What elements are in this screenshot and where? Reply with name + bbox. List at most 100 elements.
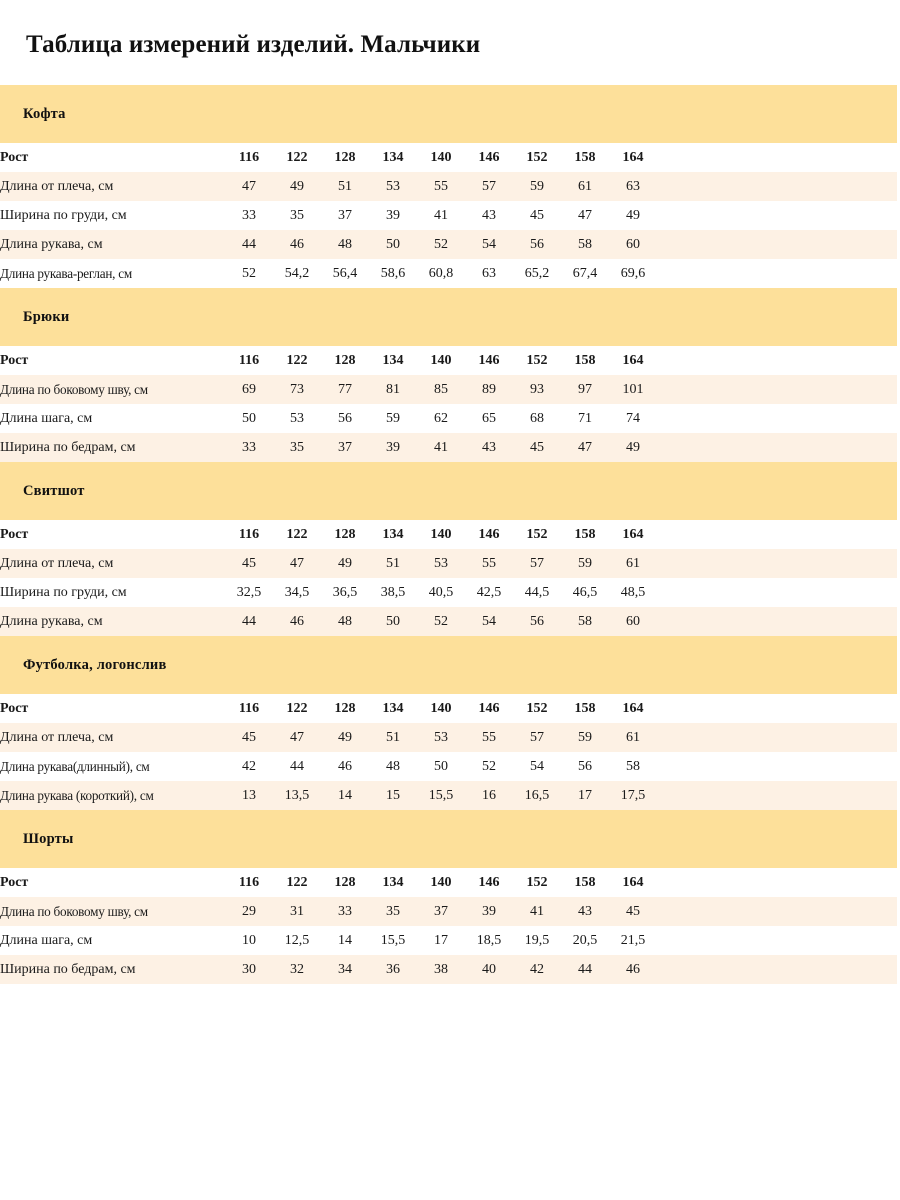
measurement-value: 42 — [225, 752, 273, 781]
measurement-value: 15 — [369, 781, 417, 810]
measurement-label: Ширина по бедрам, см — [0, 433, 225, 462]
size-header-cell: 146 — [465, 694, 513, 723]
measurement-value: 35 — [273, 433, 321, 462]
measurement-value: 56 — [321, 404, 369, 433]
measurement-value: 68 — [513, 404, 561, 433]
measurement-value: 58 — [609, 752, 657, 781]
size-header-cell: 158 — [561, 346, 609, 375]
measurement-value: 40,5 — [417, 578, 465, 607]
measurement-value: 59 — [369, 404, 417, 433]
row-spacer — [657, 926, 897, 955]
measurement-value: 32,5 — [225, 578, 273, 607]
measurement-label: Ширина по груди, см — [0, 201, 225, 230]
measurement-value: 49 — [273, 172, 321, 201]
measurement-value: 49 — [609, 433, 657, 462]
size-header-label: Рост — [0, 868, 225, 897]
measurement-value: 56 — [513, 607, 561, 636]
measurement-value: 71 — [561, 404, 609, 433]
measurement-value: 63 — [609, 172, 657, 201]
size-header-row: Рост 116 122 128 134 140 146 152 158 164 — [0, 520, 897, 549]
measurement-value: 97 — [561, 375, 609, 404]
measurement-value: 58 — [561, 230, 609, 259]
size-header-cell: 158 — [561, 868, 609, 897]
measurement-label: Длина рукава (короткий), см — [0, 781, 225, 810]
size-header-cell: 158 — [561, 694, 609, 723]
measurement-value: 60 — [609, 607, 657, 636]
size-header-cell: 116 — [225, 346, 273, 375]
size-header-cell: 164 — [609, 346, 657, 375]
size-header-row: Рост 116 122 128 134 140 146 152 158 164 — [0, 694, 897, 723]
size-header-cell: 164 — [609, 868, 657, 897]
measurement-value: 67,4 — [561, 259, 609, 288]
measurement-value: 49 — [321, 549, 369, 578]
table-row: Длина шага, см 10 12,5 14 15,5 17 18,5 19,5 20,5… — [0, 926, 897, 955]
measurement-value: 44 — [273, 752, 321, 781]
table-row: Ширина по груди, см 33 35 37 39 41 43 45 47 49 — [0, 201, 897, 230]
row-spacer — [657, 694, 897, 723]
table-row: Ширина по груди, см 32,5 34,5 36,5 38,5 40,5 4… — [0, 578, 897, 607]
measurement-value: 44 — [225, 230, 273, 259]
size-header-cell: 146 — [465, 868, 513, 897]
size-header-cell: 122 — [273, 143, 321, 172]
measurement-value: 56,4 — [321, 259, 369, 288]
size-header-label: Рост — [0, 346, 225, 375]
measurement-value: 10 — [225, 926, 273, 955]
size-header-cell: 140 — [417, 694, 465, 723]
measurement-value: 38,5 — [369, 578, 417, 607]
measurement-value: 33 — [225, 201, 273, 230]
measurement-value: 69 — [225, 375, 273, 404]
measurement-value: 48,5 — [609, 578, 657, 607]
measurement-value: 39 — [465, 897, 513, 926]
measurement-value: 53 — [273, 404, 321, 433]
row-spacer — [657, 375, 897, 404]
size-header-cell: 158 — [561, 520, 609, 549]
measurement-value: 37 — [417, 897, 465, 926]
size-header-cell: 116 — [225, 143, 273, 172]
measurement-value: 85 — [417, 375, 465, 404]
row-spacer — [657, 404, 897, 433]
measurement-value: 57 — [465, 172, 513, 201]
measurement-value: 36 — [369, 955, 417, 984]
measurement-value: 54 — [513, 752, 561, 781]
measurement-value: 44 — [225, 607, 273, 636]
measurement-value: 74 — [609, 404, 657, 433]
measurement-section: Брюки Рост 116 122 128 134 140 146 152 158 164 Длин… — [0, 288, 897, 462]
measurement-value: 43 — [465, 201, 513, 230]
size-header-cell: 122 — [273, 346, 321, 375]
measurement-value: 57 — [513, 723, 561, 752]
measurement-value: 51 — [369, 723, 417, 752]
measurement-value: 15,5 — [417, 781, 465, 810]
table-row: Длина рукава (короткий), см 13 13,5 14 15 15,… — [0, 781, 897, 810]
sections-container: Кофта Рост 116 122 128 134 140 146 152 158 164 Длин… — [0, 85, 897, 984]
measurement-value: 59 — [561, 723, 609, 752]
measurement-table: Рост 116 122 128 134 140 146 152 158 164 Длина от … — [0, 520, 897, 636]
measurement-value: 15,5 — [369, 926, 417, 955]
row-spacer — [657, 433, 897, 462]
measurement-value: 36,5 — [321, 578, 369, 607]
section-title: Шорты — [23, 830, 74, 847]
measurement-value: 50 — [225, 404, 273, 433]
table-row: Длина от плеча, см 45 47 49 51 53 55 57 59 61 — [0, 723, 897, 752]
measurement-value: 46 — [321, 752, 369, 781]
measurement-value: 65,2 — [513, 259, 561, 288]
measurement-value: 50 — [369, 230, 417, 259]
measurement-value: 40 — [465, 955, 513, 984]
measurement-value: 42,5 — [465, 578, 513, 607]
measurement-value: 32 — [273, 955, 321, 984]
measurement-value: 61 — [609, 549, 657, 578]
size-header-cell: 128 — [321, 694, 369, 723]
row-spacer — [657, 955, 897, 984]
size-header-cell: 116 — [225, 868, 273, 897]
measurement-value: 31 — [273, 897, 321, 926]
measurement-value: 46 — [609, 955, 657, 984]
measurement-value: 16,5 — [513, 781, 561, 810]
measurement-value: 50 — [369, 607, 417, 636]
table-row: Длина рукава, см 44 46 48 50 52 54 56 58 60 — [0, 230, 897, 259]
measurement-value: 63 — [465, 259, 513, 288]
measurement-value: 53 — [369, 172, 417, 201]
row-spacer — [657, 346, 897, 375]
measurement-value: 56 — [513, 230, 561, 259]
size-header-cell: 158 — [561, 143, 609, 172]
size-header-cell: 134 — [369, 520, 417, 549]
table-row: Ширина по бедрам, см 33 35 37 39 41 43 45 47 49 — [0, 433, 897, 462]
